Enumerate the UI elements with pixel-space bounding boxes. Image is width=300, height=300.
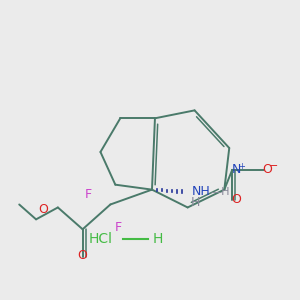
Text: F: F [115, 221, 122, 234]
Text: NH: NH [192, 185, 210, 198]
Text: H: H [190, 196, 200, 209]
Text: F: F [85, 188, 92, 201]
Text: +: + [238, 162, 245, 171]
Text: O: O [231, 193, 241, 206]
Text: —H: —H [210, 187, 230, 196]
Text: N: N [232, 163, 241, 176]
Text: −: − [269, 161, 278, 171]
Text: HCl: HCl [88, 232, 112, 246]
Text: O: O [78, 249, 88, 262]
Text: O: O [262, 163, 272, 176]
Text: O: O [38, 203, 48, 216]
Text: H: H [153, 232, 163, 246]
